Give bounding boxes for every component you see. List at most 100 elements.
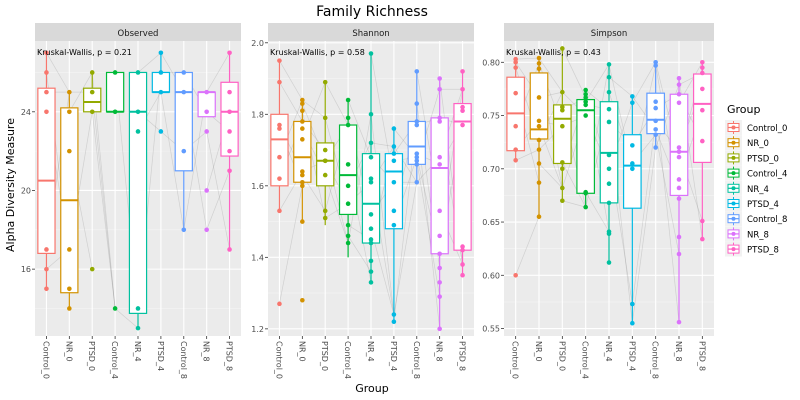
- data-point: [44, 109, 49, 115]
- data-point: [67, 286, 72, 292]
- box-iqr: [105, 71, 125, 113]
- legend-item-label: PTSD_4: [747, 200, 779, 210]
- y-axis-label: Alpha Diversity Measure: [4, 118, 17, 252]
- data-point: [630, 143, 635, 148]
- data-point: [44, 266, 49, 272]
- x-tick-label: Control_0: [511, 341, 520, 379]
- x-tick-label: Control_0: [274, 341, 283, 379]
- legend-item-nr-0: NR_0: [725, 135, 769, 151]
- legend-item-label: Control_8: [747, 215, 787, 225]
- y-tick-label: 0.80: [482, 58, 500, 67]
- data-point: [391, 144, 397, 149]
- data-point: [368, 179, 374, 185]
- data-point: [437, 294, 442, 299]
- box-iqr: [128, 71, 148, 314]
- legend-item-label: PTSD_0: [747, 154, 779, 164]
- data-point: [606, 89, 612, 95]
- sample-line: [302, 99, 326, 119]
- kruskal-wallis-annotation: Kruskal-Wallis, p = 0.58: [270, 48, 365, 57]
- data-point: [513, 123, 518, 129]
- data-point: [89, 70, 95, 75]
- x-tick-label: NR_0: [64, 341, 73, 362]
- data-point: [227, 109, 232, 115]
- box-iqr: [622, 134, 642, 209]
- legend-key-point: [731, 247, 736, 252]
- data-point: [606, 231, 612, 237]
- data-point: [300, 169, 305, 174]
- legend-key-point: [731, 216, 736, 221]
- legend-item-control-4: Control_4: [725, 165, 787, 181]
- data-point: [345, 183, 351, 189]
- box-iqr: [37, 87, 56, 254]
- x-tick-label: Control_4: [581, 341, 590, 379]
- data-point: [583, 91, 588, 97]
- data-point: [391, 312, 397, 317]
- box-control-4: [338, 97, 358, 258]
- sample-line: [114, 308, 139, 329]
- box-iqr: [151, 71, 171, 93]
- box-iqr: [384, 153, 404, 230]
- data-point: [300, 108, 305, 114]
- data-point: [67, 109, 72, 115]
- data-point: [181, 89, 187, 95]
- data-point: [653, 145, 658, 150]
- data-point: [322, 215, 328, 221]
- data-point: [676, 82, 682, 87]
- data-point: [700, 59, 705, 65]
- data-point: [536, 123, 542, 129]
- data-point: [536, 61, 542, 66]
- data-point: [513, 59, 518, 65]
- data-point: [536, 161, 542, 166]
- data-point: [181, 70, 187, 75]
- legend-title: Group: [727, 103, 761, 116]
- data-point: [322, 147, 328, 153]
- box-nr-8: [430, 76, 449, 332]
- data-point: [414, 69, 420, 74]
- sample-line: [206, 52, 230, 93]
- sample-line: [347, 114, 372, 244]
- data-point: [135, 306, 141, 311]
- x-tick-label: NR_8: [435, 341, 444, 362]
- box-control-8: [407, 69, 426, 185]
- data-point: [158, 129, 164, 134]
- data-point: [653, 132, 658, 138]
- data-point: [89, 266, 95, 272]
- box-control-8: [646, 59, 666, 150]
- data-point: [345, 201, 351, 206]
- x-tick-label: Control_4: [110, 341, 119, 379]
- box-iqr: [174, 71, 193, 172]
- x-tick-label: NR_0: [534, 341, 543, 362]
- kruskal-wallis-annotation: Kruskal-Wallis, p = 0.21: [37, 48, 132, 57]
- data-point: [158, 50, 164, 56]
- data-point: [676, 154, 682, 160]
- data-point: [460, 244, 465, 249]
- data-point: [300, 179, 305, 185]
- data-point: [322, 115, 328, 121]
- data-point: [368, 140, 374, 146]
- sample-line: [562, 162, 586, 208]
- data-point: [513, 157, 518, 163]
- box-control-0: [37, 50, 56, 292]
- x-tick-label: NR_4: [133, 341, 142, 362]
- x-tick-label: PTSD_8: [225, 341, 234, 371]
- sample-line: [393, 146, 418, 183]
- kruskal-wallis-annotation: Kruskal-Wallis, p = 0.43: [506, 48, 601, 57]
- x-tick-label: PTSD_8: [458, 341, 467, 371]
- data-point: [277, 126, 282, 131]
- legend-item-label: NR_8: [747, 230, 769, 240]
- y-tick-label: 1.6: [251, 182, 264, 191]
- data-point: [414, 119, 420, 124]
- x-tick-label: Control_4: [343, 341, 352, 379]
- data-point: [437, 154, 442, 160]
- sample-line: [655, 101, 680, 323]
- sample-line: [206, 170, 230, 230]
- x-tick-label: PTSD_4: [627, 341, 636, 371]
- data-point: [513, 65, 518, 70]
- data-point: [653, 127, 658, 132]
- data-point: [606, 106, 612, 112]
- sample-line: [160, 92, 185, 230]
- data-point: [345, 162, 351, 167]
- sample-line: [393, 182, 418, 315]
- data-point: [437, 233, 442, 239]
